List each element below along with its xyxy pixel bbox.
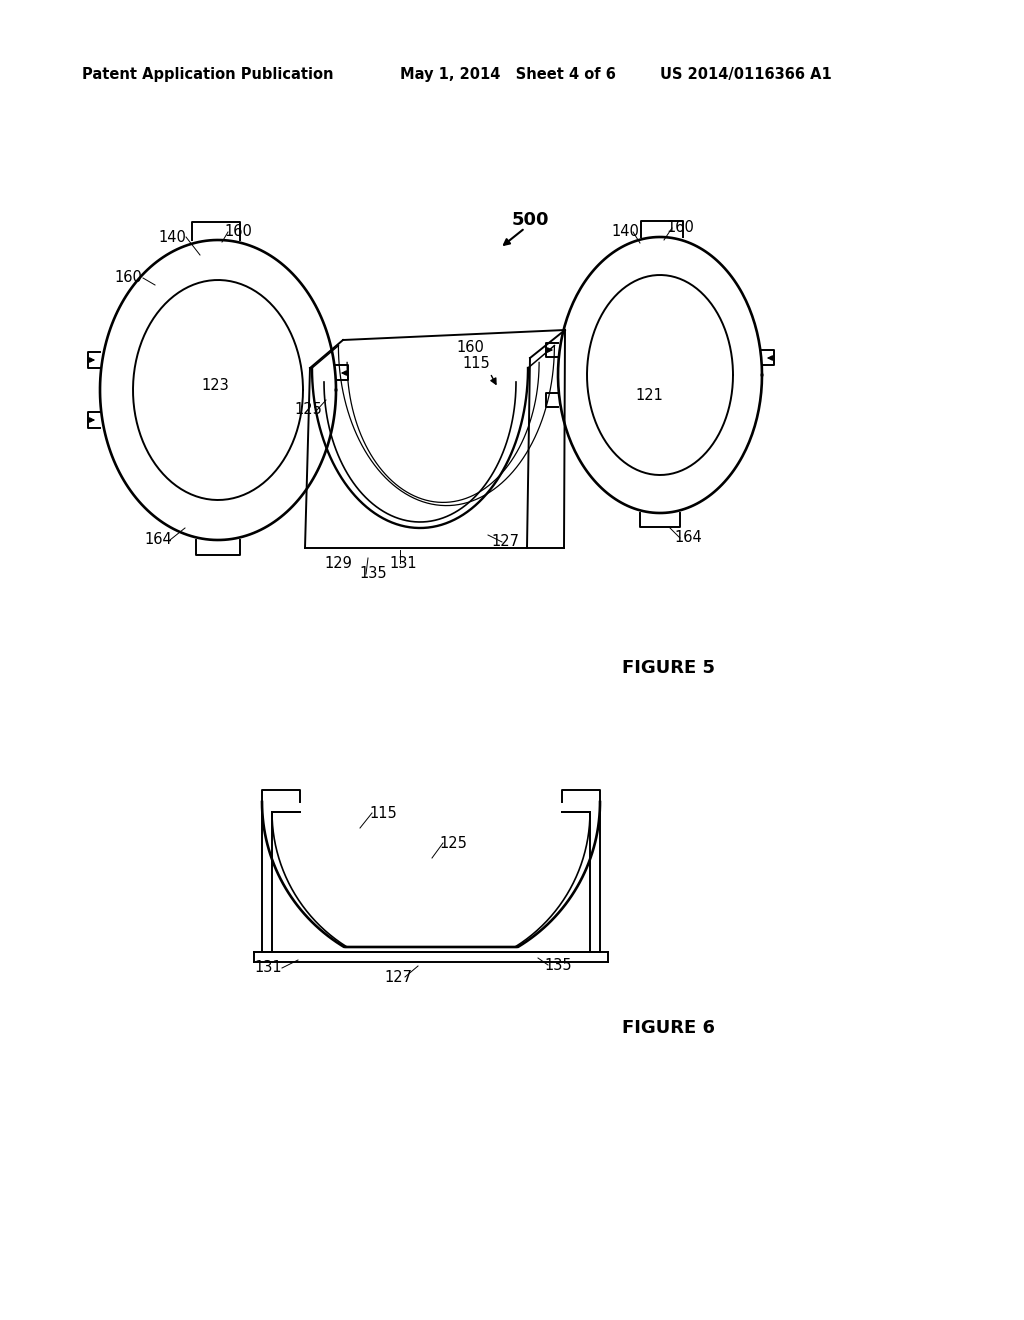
Text: 131: 131 [389,556,417,570]
Text: 164: 164 [674,531,701,545]
Text: 160: 160 [666,220,694,235]
Text: 121: 121 [635,388,663,403]
Text: 123: 123 [201,378,229,392]
Text: 140: 140 [158,230,186,244]
Text: 140: 140 [611,224,639,239]
Text: 160: 160 [456,341,484,355]
Text: 115: 115 [462,356,489,371]
Text: 500: 500 [511,211,549,228]
Text: FIGURE 6: FIGURE 6 [622,1019,715,1038]
Text: 164: 164 [144,532,172,548]
Text: 135: 135 [544,957,571,973]
Text: 135: 135 [359,566,387,582]
Text: US 2014/0116366 A1: US 2014/0116366 A1 [660,66,831,82]
Text: 160: 160 [114,271,142,285]
Text: Patent Application Publication: Patent Application Publication [82,66,334,82]
Text: FIGURE 5: FIGURE 5 [622,659,715,677]
Text: 127: 127 [490,535,519,549]
Text: 125: 125 [439,836,467,850]
Text: May 1, 2014   Sheet 4 of 6: May 1, 2014 Sheet 4 of 6 [400,66,615,82]
Text: 127: 127 [384,969,412,985]
Text: 160: 160 [224,224,252,239]
Text: 131: 131 [254,961,282,975]
Text: 125: 125 [294,403,322,417]
Text: 129: 129 [324,556,352,570]
Text: 115: 115 [369,805,397,821]
